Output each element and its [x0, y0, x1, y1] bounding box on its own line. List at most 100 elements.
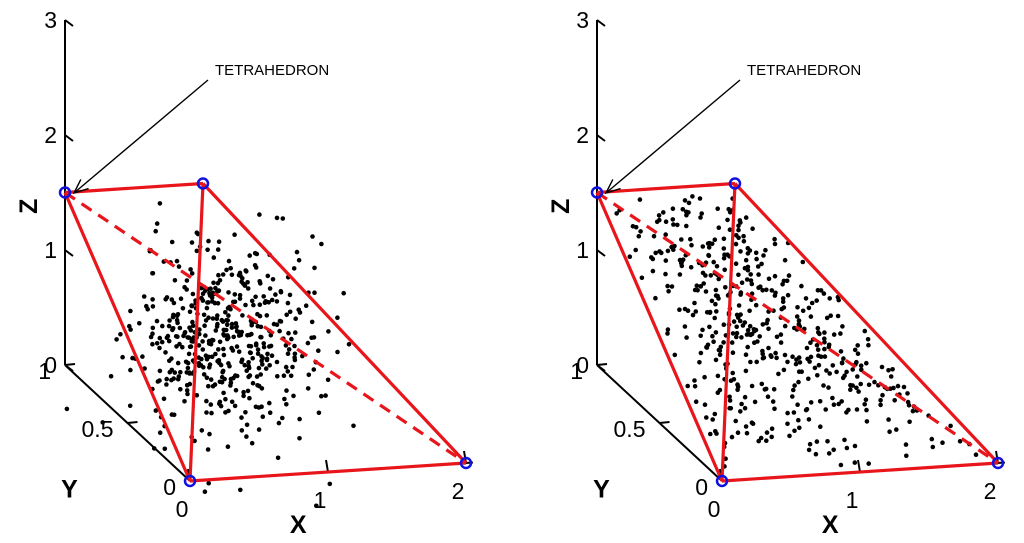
data-point [157, 335, 163, 341]
data-point [844, 369, 849, 375]
data-point [866, 342, 871, 348]
data-point [127, 403, 133, 409]
data-point [782, 323, 788, 329]
data-point [824, 315, 830, 321]
data-point [741, 233, 746, 239]
data-point [776, 371, 781, 377]
data-point [319, 241, 324, 247]
data-point [727, 394, 732, 400]
data-point [220, 272, 226, 277]
data-point [284, 312, 290, 318]
annotation-arrowhead [604, 179, 621, 195]
data-point [872, 379, 877, 385]
data-point [323, 393, 328, 398]
data-point [206, 354, 212, 360]
data-point [682, 198, 688, 203]
data-point [263, 299, 269, 304]
data-point [633, 247, 638, 253]
data-point [175, 312, 181, 317]
data-point [171, 376, 176, 381]
data-point [260, 362, 265, 367]
data-point [745, 344, 750, 350]
data-point [194, 393, 200, 398]
data-point [706, 245, 712, 250]
data-point [749, 281, 755, 287]
data-point [310, 234, 315, 239]
data-point [866, 461, 871, 466]
data-point [206, 315, 211, 321]
data-point [817, 399, 823, 404]
data-point [233, 388, 239, 393]
data-point [766, 326, 771, 332]
data-point [831, 447, 836, 453]
data-point [284, 388, 289, 393]
data-point [855, 351, 861, 357]
data-point [864, 360, 869, 366]
data-point [661, 210, 666, 215]
data-point [750, 421, 756, 427]
data-point [182, 399, 187, 404]
data-point [738, 249, 743, 254]
data-point [686, 200, 692, 206]
data-point [150, 341, 155, 347]
data-point [844, 410, 849, 415]
data-point [173, 334, 179, 339]
data-point [697, 360, 702, 365]
data-point [225, 444, 231, 450]
data-point [654, 219, 660, 225]
data-point [886, 368, 891, 373]
data-point [743, 257, 749, 263]
data-point [189, 240, 195, 245]
data-point [128, 327, 133, 332]
data-point [228, 266, 233, 271]
data-point [707, 309, 713, 315]
data-point [742, 394, 748, 400]
data-point [263, 366, 269, 371]
data-point [792, 428, 797, 434]
data-point [779, 306, 784, 312]
data-point [210, 383, 216, 389]
data-point [341, 290, 347, 296]
data-point [825, 439, 830, 444]
data-point [283, 364, 289, 370]
data-point [221, 332, 226, 337]
data-point [205, 247, 210, 253]
data-point [822, 340, 827, 345]
data-point [169, 367, 175, 373]
data-point [291, 393, 296, 399]
data-point [794, 314, 800, 319]
data-point [781, 278, 787, 284]
data-point [792, 325, 797, 331]
data-point [782, 257, 788, 263]
data-point [242, 283, 248, 288]
data-point [245, 286, 251, 291]
data-point [157, 430, 163, 436]
data-point [163, 350, 168, 355]
data-point [693, 309, 699, 314]
data-point [806, 447, 812, 453]
data-point [239, 279, 244, 285]
data-point [754, 359, 759, 365]
data-point [736, 303, 742, 308]
y-tick-label: 1 [38, 358, 51, 384]
data-point [760, 288, 765, 293]
data-point [803, 407, 809, 413]
tetra-vertex-marker [196, 177, 210, 190]
data-point [312, 290, 317, 296]
data-point [351, 423, 356, 429]
data-point [247, 373, 253, 378]
data-point [690, 312, 696, 318]
data-point [711, 339, 716, 345]
data-point [223, 310, 228, 315]
data-point [702, 374, 707, 380]
data-point [199, 428, 205, 433]
data-point [796, 318, 802, 323]
data-point [210, 299, 215, 304]
data-point [711, 259, 716, 265]
data-point [169, 239, 175, 245]
data-point [250, 380, 256, 386]
data-point [780, 296, 786, 301]
data-point [327, 481, 333, 487]
data-point [224, 336, 230, 342]
data-point [762, 387, 768, 392]
